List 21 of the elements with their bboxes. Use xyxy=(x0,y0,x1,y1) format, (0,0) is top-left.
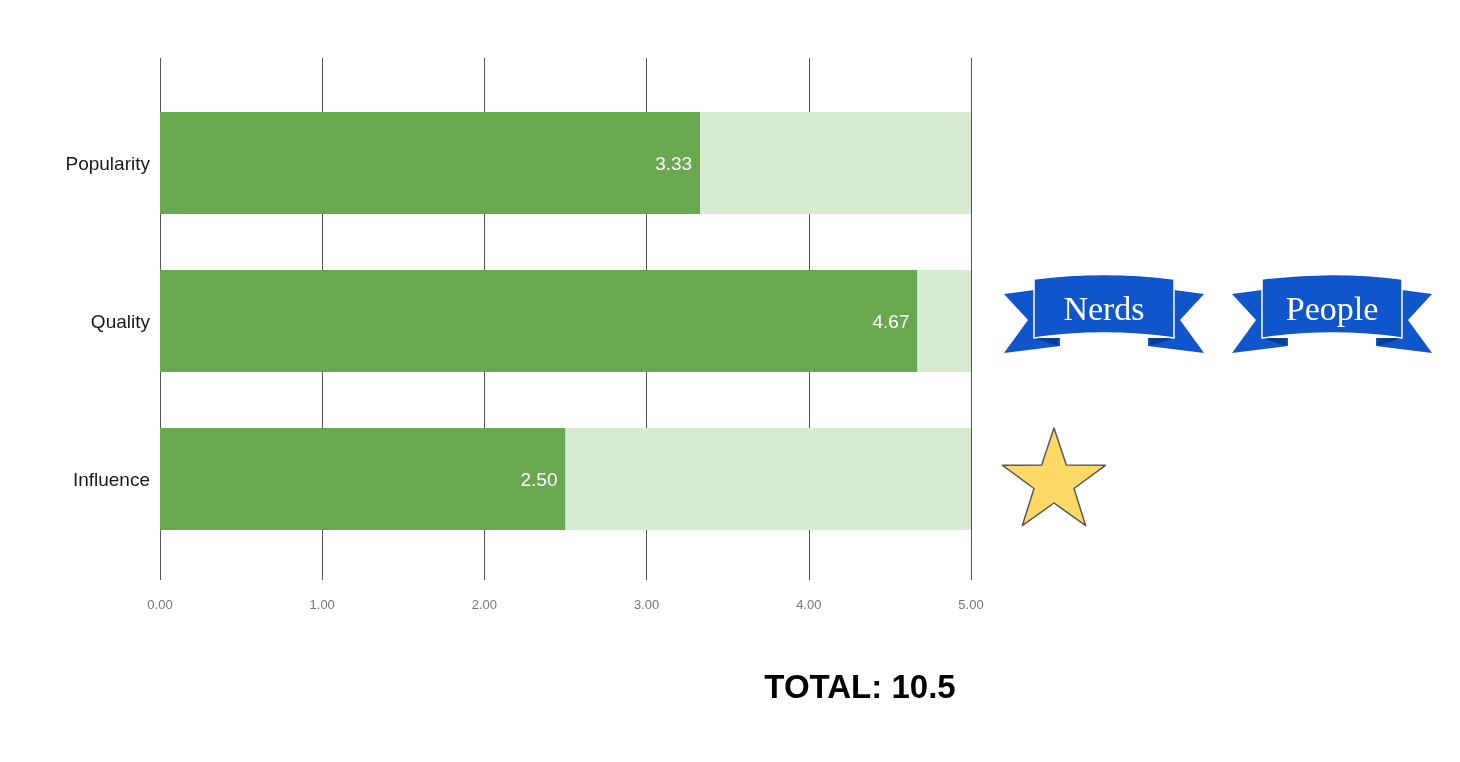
x-tick-label: 3.00 xyxy=(633,597,660,612)
y-tick-label: Quality xyxy=(90,310,151,332)
data-label: 4.67 xyxy=(872,310,910,332)
bar xyxy=(160,428,566,530)
x-tick-label: 5.00 xyxy=(958,597,984,612)
bar xyxy=(917,270,971,372)
bar xyxy=(160,112,701,214)
data-label: 2.50 xyxy=(520,468,558,490)
bar xyxy=(160,270,918,372)
x-tick-label: 0.00 xyxy=(147,597,173,612)
bar xyxy=(700,112,971,214)
bar xyxy=(565,428,971,530)
x-tick-label: 1.00 xyxy=(309,597,335,612)
text: People xyxy=(1285,289,1379,327)
data-label: 3.33 xyxy=(655,152,693,174)
text: TOTAL: 10.5 xyxy=(764,667,956,705)
y-tick-label: Popularity xyxy=(65,152,151,174)
x-tick-label: 4.00 xyxy=(796,597,822,612)
x-tick-label: 2.00 xyxy=(471,597,498,612)
y-tick-label: Influence xyxy=(72,468,150,490)
text: Nerds xyxy=(1063,289,1145,327)
